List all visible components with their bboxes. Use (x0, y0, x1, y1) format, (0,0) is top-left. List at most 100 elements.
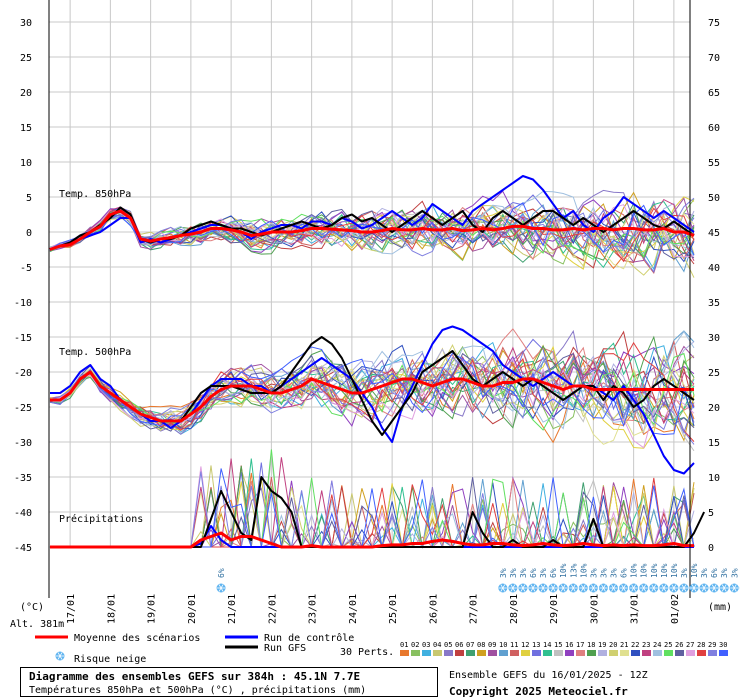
y-right-tick-label: 55 (708, 158, 720, 169)
legend-pert-number: 12 (521, 641, 529, 649)
legend-perts-label: 30 Perts. (340, 647, 394, 658)
snowflake-icon (639, 583, 649, 593)
y-right-tick-label: 60 (708, 123, 720, 134)
x-tick-label: 17/01 (66, 594, 77, 624)
snowflake-icon (538, 583, 548, 593)
snow-risk-pct: 10% (640, 563, 649, 578)
snow-risk-pct: 10% (660, 563, 669, 578)
snow-risk-pct: 13% (569, 563, 578, 578)
copyright: Copyright 2025 Meteociel.fr (449, 685, 628, 698)
snowflake-icon (609, 583, 618, 593)
y-left-tick-label: 10 (20, 158, 32, 169)
snow-risk-pct: 6% (217, 568, 226, 578)
series-t500-mean (50, 370, 694, 423)
snowflake-icon (598, 583, 608, 593)
snowflake-icon (679, 583, 689, 593)
snow-risk-pct: 3% (730, 568, 739, 578)
y-right-tick-label: 0 (708, 543, 714, 554)
legend-pert-number: 17 (576, 641, 584, 649)
y-left-tick-label: -15 (14, 333, 32, 344)
snow-risk-pct: 3% (599, 568, 608, 578)
y-left-tick-label: 20 (20, 88, 32, 99)
y-left-tick-label: -25 (14, 403, 32, 414)
legend-pert-number: 23 (642, 641, 650, 649)
y-left-tick-label: -30 (14, 438, 32, 449)
ensemble-perturbation-lines (49, 189, 695, 549)
snow-risk-pct: 10% (690, 563, 699, 578)
x-tick-label: 23/01 (308, 594, 319, 624)
legend-pert-swatch (554, 650, 563, 656)
pert-500-line (49, 346, 695, 436)
y-right-tick-label: 50 (708, 193, 720, 204)
x-tick-label: 24/01 (348, 594, 359, 624)
legend-pert-number: 26 (675, 641, 683, 649)
legend-pert-swatch (422, 650, 431, 656)
chart-title: Diagramme des ensembles GEFS sur 384h : … (29, 670, 361, 683)
snow-risk-pct: 3% (539, 568, 548, 578)
snowflake-icon (578, 583, 588, 593)
x-tick-label: 30/01 (589, 594, 600, 624)
x-tick-label: 28/01 (509, 594, 520, 624)
legend-pert-swatch (510, 650, 519, 656)
y-left-tick-label: 0 (26, 228, 32, 239)
snow-risk-pct: 10% (670, 563, 679, 578)
legend-gfs-label: Run GFS (264, 643, 306, 654)
snow-risk-pct: 10% (630, 563, 639, 578)
snowflake-icon (699, 583, 709, 593)
snowflake-icon (568, 583, 578, 593)
section-label: Précipitations (59, 513, 143, 525)
snowflake-icon (508, 583, 518, 593)
series-t850-mean (49, 209, 695, 251)
snow-risk-pct: 6% (529, 568, 538, 578)
pert-500-line (49, 342, 695, 425)
y-right-tick-label: 75 (708, 18, 720, 29)
legend-pert-swatch (697, 650, 706, 656)
x-tick-label: 31/01 (630, 594, 641, 624)
pert-500-line (49, 355, 695, 428)
snowflake-icon (518, 583, 528, 593)
y-left-tick-label: 5 (26, 193, 32, 204)
legend-pert-swatch (477, 650, 486, 656)
y-right-tick-label: 20 (708, 403, 720, 414)
legend-pert-number: 20 (609, 641, 617, 649)
legend-pert-number: 18 (587, 641, 595, 649)
legend-pert-swatch (708, 650, 717, 656)
legend-pert-number: 11 (510, 641, 518, 649)
y-right-tick-label: 15 (708, 438, 720, 449)
y-left-tick-label: -35 (14, 473, 32, 484)
legend-pert-swatch (642, 650, 651, 656)
legend-pert-number: 15 (554, 641, 562, 649)
y-right-tick-label: 70 (708, 53, 720, 64)
legend-pert-number: 08 (477, 641, 485, 649)
legend-pert-swatch (609, 650, 618, 656)
y-right-tick-label: 5 (708, 508, 714, 519)
y-right-unit: (mm) (708, 602, 732, 613)
legend-pert-swatch (576, 650, 585, 656)
snow-risk-pct: 3% (509, 568, 518, 578)
y-right-tick-label: 65 (708, 88, 720, 99)
altitude-label: Alt. 381m (10, 619, 64, 630)
y-right-tick-label: 35 (708, 298, 720, 309)
snow-risk-pct: 3% (720, 568, 729, 578)
y-left-unit: (°C) (20, 602, 44, 613)
legend-pert-number: 01 (400, 641, 408, 649)
snowflake-icon (588, 583, 598, 593)
x-tick-label: 19/01 (147, 594, 158, 624)
snow-risk-pct: 10% (579, 563, 588, 578)
snow-risk-row: 6% 3% 3% 3% 6% 3% 6% 10% 13% 10% 3% 3% 3% 6% 10% 10% 10%… (216, 563, 740, 593)
snow-risk-pct: 10% (650, 563, 659, 578)
x-tick-label: 18/01 (106, 594, 117, 624)
legend-pert-number: 28 (697, 641, 705, 649)
legend-pert-number: 24 (653, 641, 661, 649)
legend-pert-number: 06 (455, 641, 463, 649)
main-series-lines (49, 175, 706, 549)
snowflake-icon (709, 583, 719, 593)
legend-pert-number: 03 (422, 641, 430, 649)
legend-pert-number: 10 (499, 641, 507, 649)
x-tick-label: 01/02 (670, 594, 681, 624)
x-tick-label: 25/01 (388, 594, 399, 624)
x-tick-label: 26/01 (428, 594, 439, 624)
snowflake-icon (659, 583, 669, 593)
y-left-tick-label: 15 (20, 123, 32, 134)
